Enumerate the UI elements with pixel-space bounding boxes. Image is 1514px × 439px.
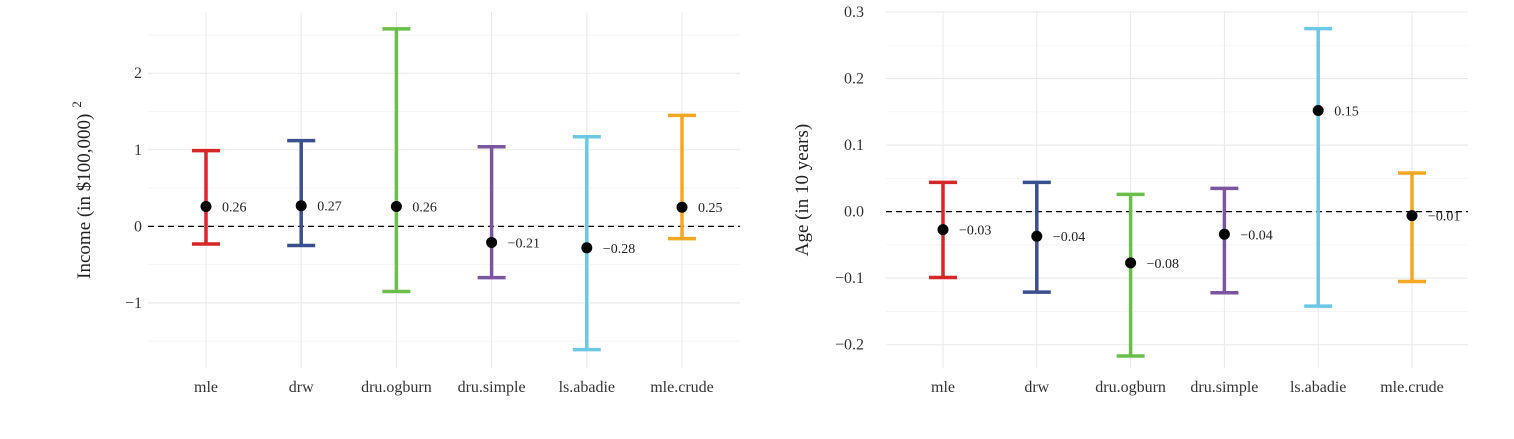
data-label-dru.simple: −0.04 [1240,228,1272,243]
point-mle.crude [1406,210,1418,222]
point-mle.crude [676,201,688,213]
y-tick-label: 0 [134,218,142,235]
x-tick-label: dru.ogburn [1095,379,1166,396]
x-tick-label: mle.crude [1380,379,1444,396]
point-dru.ogburn [1125,257,1137,269]
x-tick-label: mle.crude [650,379,714,396]
data-label-ls.abadie: 0.15 [1334,104,1359,119]
y-tick-label: −1 [125,295,142,312]
y-tick-label: −0.2 [835,337,864,354]
y-tick-label: 0.1 [844,137,864,154]
y-axis-label: Income (in $100,000)2 [69,101,95,279]
point-ls.abadie [1312,104,1324,116]
data-label-mle.crude: −0.01 [1428,210,1460,225]
x-tick-label: ls.abadie [559,379,615,396]
y-tick-label: 0.0 [844,204,864,221]
y-tick-label: 1 [134,142,142,159]
panel-2: −0.2 −0.1 0.0 0.1 0.2 0.3 −0.03 mle −0.04 drw −0.0… [792,4,1468,396]
x-tick-label: dru.simple [458,379,526,396]
x-tick-label: mle [931,379,955,396]
data-label-ls.abadie: −0.28 [603,242,635,257]
data-label-drw: 0.27 [317,200,342,215]
x-tick-label: drw [289,379,314,396]
point-mle [937,224,949,236]
x-tick-label: mle [194,379,218,396]
point-dru.simple [486,236,498,248]
point-dru.simple [1218,228,1230,240]
x-tick-label: ls.abadie [1290,379,1346,396]
x-tick-label: dru.ogburn [361,379,432,396]
point-drw [1031,230,1043,242]
point-ls.abadie [581,242,593,254]
data-label-drw: −0.04 [1053,230,1085,245]
point-mle [200,200,212,212]
y-tick-label: 2 [134,65,142,82]
point-dru.ogburn [390,200,402,212]
panel-1: −1 0 1 2 0.26 mle 0.27 drw 0.26 dru.ogburn −0.21 dr… [69,12,740,396]
y-axis-label: Age (in 10 years) [792,124,813,256]
data-label-mle: 0.26 [222,200,247,215]
x-tick-label: drw [1024,379,1049,396]
y-tick-label: 0.3 [844,4,864,21]
data-label-dru.simple: −0.21 [508,236,540,251]
data-label-mle: −0.03 [959,224,991,239]
point-drw [295,200,307,212]
data-label-dru.ogburn: 0.26 [412,200,437,215]
x-tick-label: dru.simple [1190,379,1258,396]
data-label-dru.ogburn: −0.08 [1147,257,1179,272]
y-tick-label: −0.1 [835,270,864,287]
y-tick-label: 0.2 [844,71,864,88]
data-label-mle.crude: 0.25 [698,201,723,216]
